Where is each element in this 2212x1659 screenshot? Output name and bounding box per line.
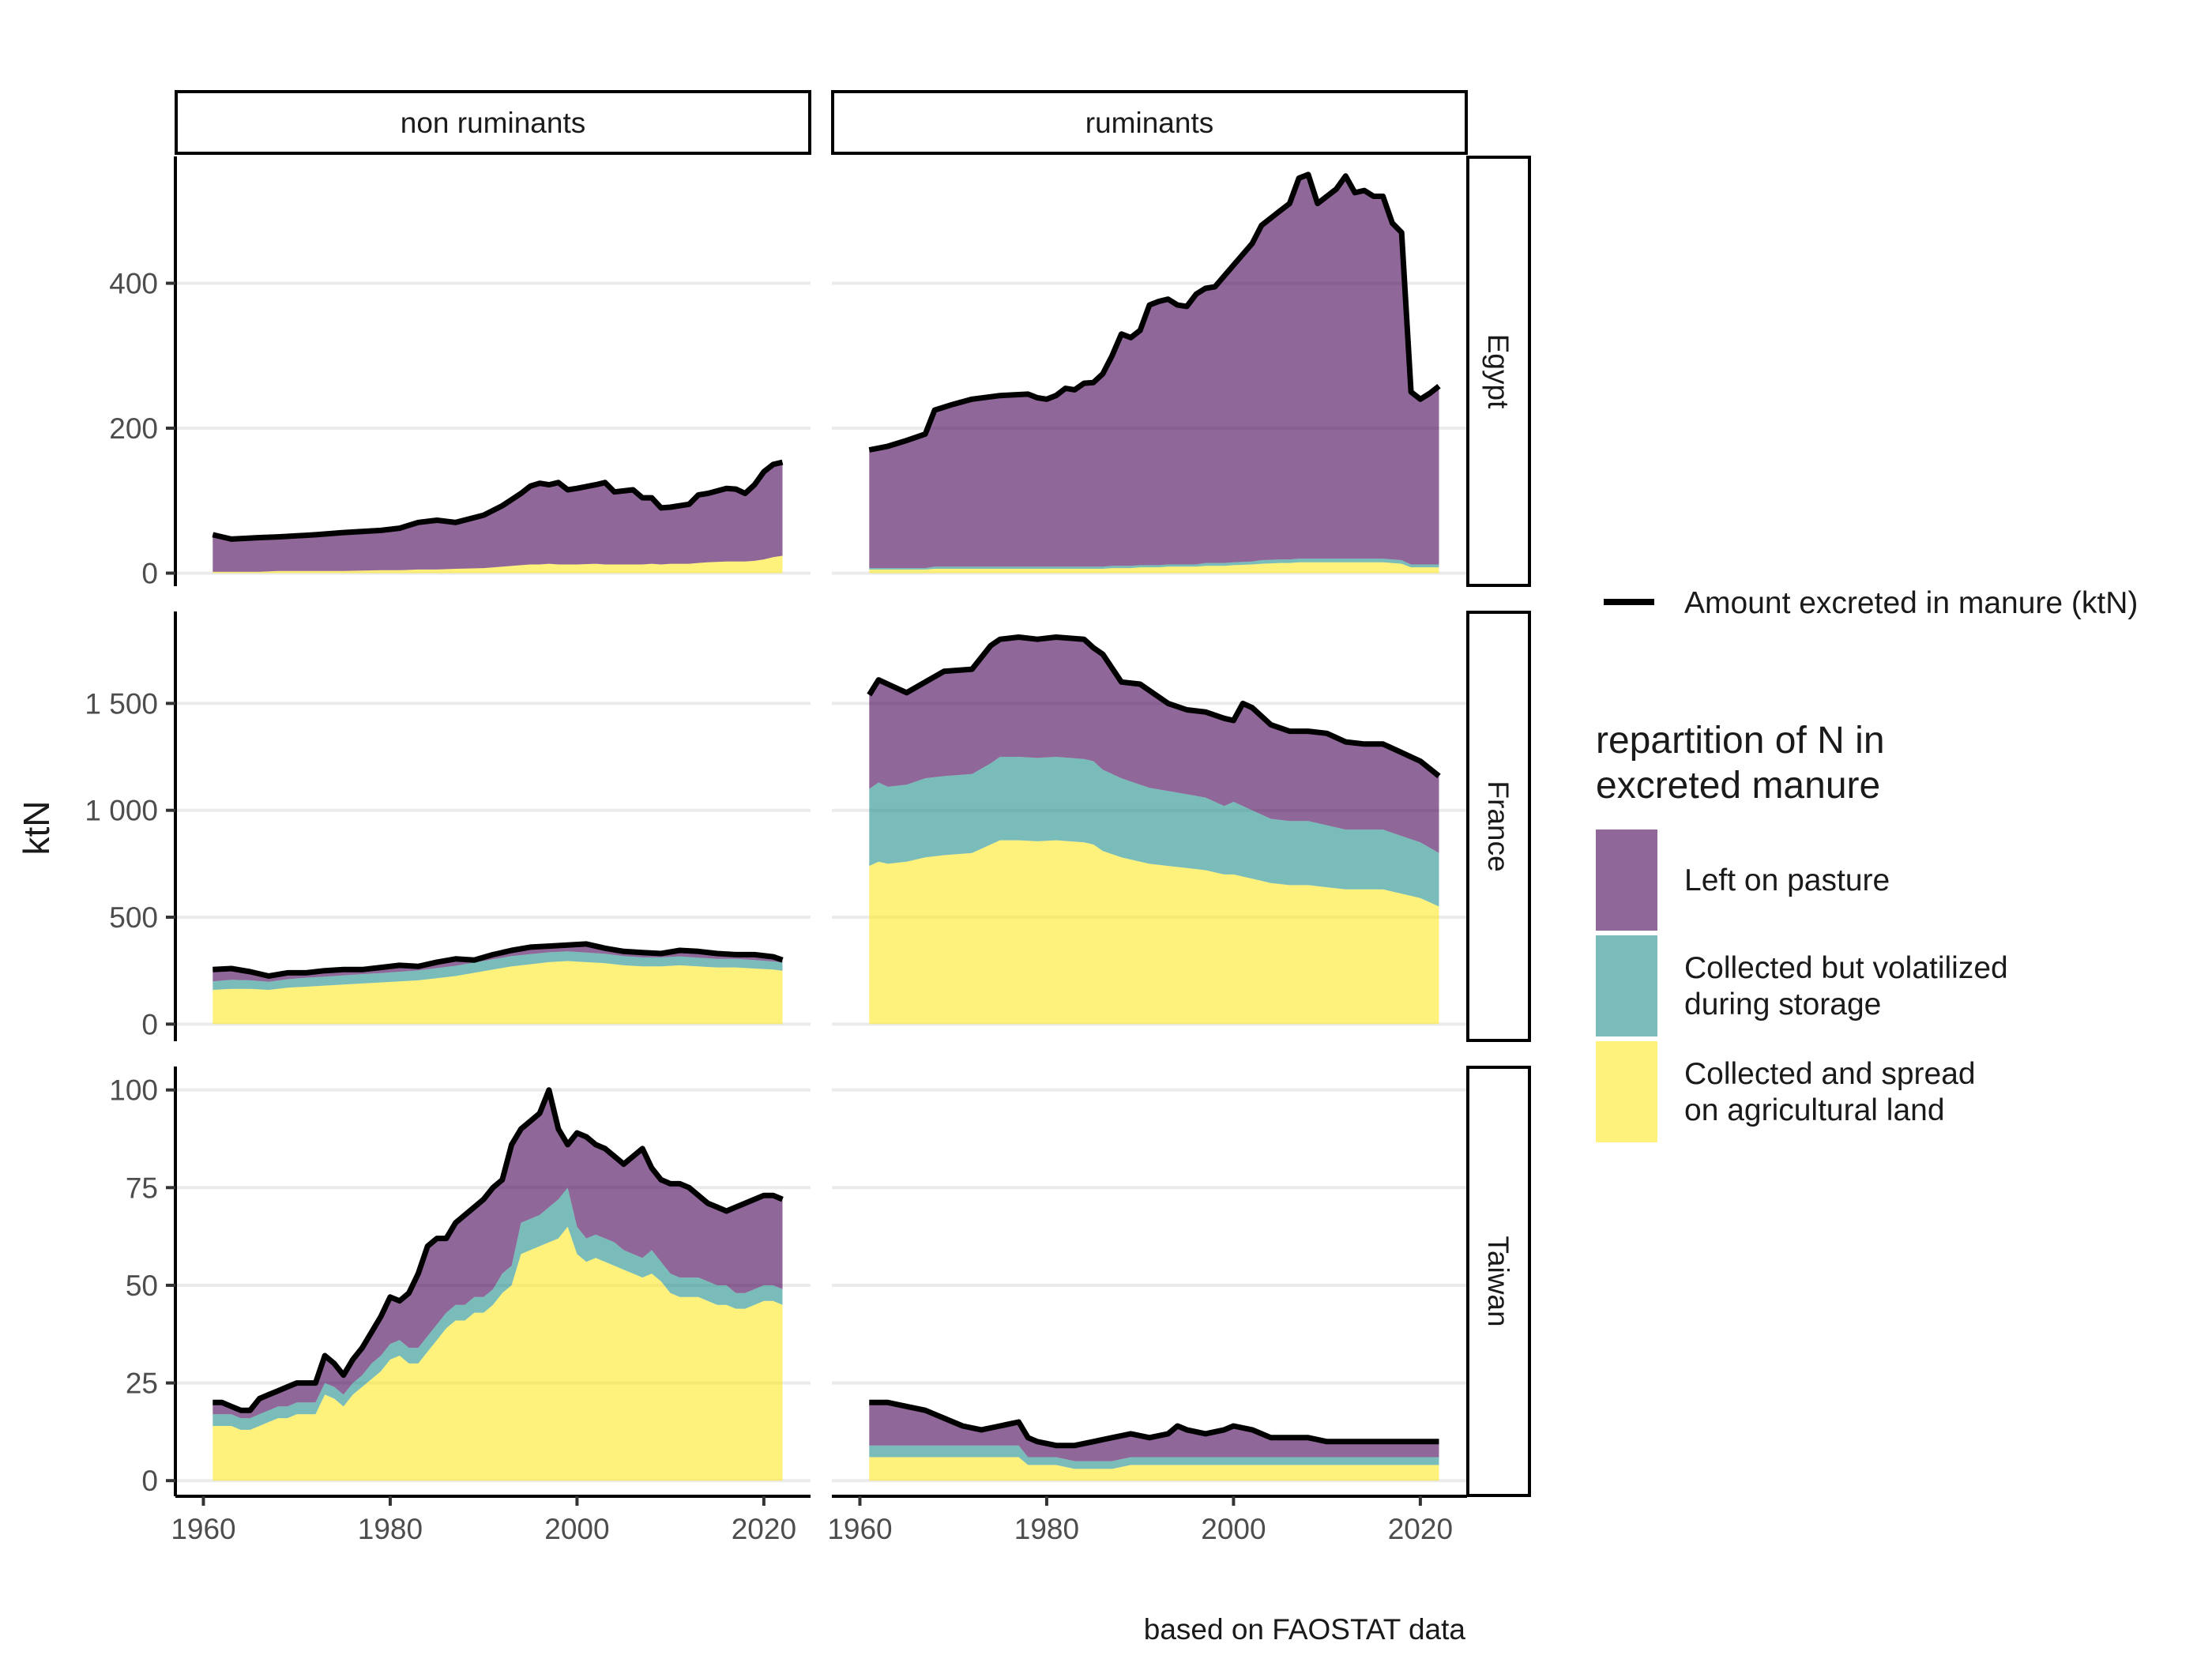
y-tick-label: 400	[109, 268, 158, 300]
panel-france-ruminants-area-pasture	[869, 637, 1439, 853]
strip-taiwan	[1466, 1066, 1531, 1497]
panel-egypt-ruminants-total-line	[868, 171, 1441, 453]
y-tick-label: 100	[109, 1074, 158, 1107]
x-tick-label: 1960	[827, 1513, 892, 1545]
panel-france-non-ruminants-area-spread	[213, 961, 783, 1025]
panel-taiwan-non-ruminants-area-spread	[213, 1226, 783, 1481]
legend-key-pasture	[1596, 830, 1657, 931]
strip-ruminants	[831, 90, 1468, 155]
legend-label-pasture: Left on pasture	[1684, 863, 1890, 897]
y-tick-label: 200	[109, 412, 158, 445]
strip-france	[1466, 611, 1531, 1042]
panel-egypt-non-ruminants	[175, 281, 811, 575]
y-tick-label: 0	[141, 1008, 158, 1040]
y-tick-label: 0	[141, 557, 158, 589]
x-tick-label: 2000	[544, 1513, 609, 1545]
panel-taiwan-non-ruminants-area-pasture	[213, 1089, 783, 1419]
panel-taiwan-non-ruminants-total-line	[213, 1087, 784, 1413]
panel-france-non-ruminants-area-volatilized	[213, 951, 783, 990]
y-tick-label: 50	[126, 1270, 158, 1302]
legend-title-line: excreted manure	[1596, 765, 1880, 807]
y-tick-label: 1 000	[85, 795, 158, 827]
legend-label-volatilized: during storage	[1684, 988, 1881, 1021]
strip-non-ruminants	[175, 90, 811, 155]
x-tick-label: 1960	[171, 1513, 235, 1545]
panel-france-non-ruminants	[175, 702, 811, 1026]
panel-taiwan-non-ruminants	[175, 1087, 811, 1483]
strip-label-ruminants: ruminants	[1085, 107, 1213, 139]
x-tick-label: 1980	[1014, 1513, 1079, 1545]
panel-france-ruminants-total-line	[867, 634, 1441, 779]
strip-label-france: France	[1482, 781, 1514, 871]
legend-line-label: Amount excreted in manure (ktN)	[1684, 586, 2138, 620]
panel-taiwan-ruminants-total-line	[869, 1399, 1439, 1449]
panel-france-ruminants-area-volatilized	[869, 757, 1439, 907]
panel-taiwan-ruminants	[832, 1088, 1467, 1483]
x-tick-label: 2020	[732, 1513, 796, 1545]
panel-taiwan-ruminants-area-spread	[869, 1457, 1439, 1481]
panel-france-ruminants	[832, 634, 1467, 1026]
legend-title-line: repartition of N in	[1596, 720, 1885, 762]
x-tick-label: 1980	[358, 1513, 423, 1545]
panel-france-non-ruminants-total-line	[213, 941, 784, 979]
legend-key-volatilized	[1596, 935, 1657, 1036]
caption: based on FAOSTAT data	[1144, 1613, 1466, 1646]
panel-egypt-non-ruminants-area-pasture	[213, 462, 783, 572]
legend-key-spread	[1596, 1041, 1657, 1142]
x-tick-label: 2000	[1201, 1513, 1266, 1545]
panel-egypt-ruminants-area-pasture	[869, 174, 1439, 569]
panel-egypt-ruminants-area-spread	[869, 562, 1439, 574]
y-tick-label: 0	[141, 1465, 158, 1497]
strip-label-non-ruminants: non ruminants	[401, 107, 585, 139]
legend-label-spread: on agricultural land	[1684, 1093, 1945, 1127]
panel-egypt-non-ruminants-total-line	[212, 459, 784, 542]
panel-france-ruminants-area-spread	[869, 840, 1439, 1025]
y-tick-label: 75	[126, 1172, 158, 1204]
y-tick-label: 1 500	[85, 687, 158, 720]
y-axis-title: ktN	[16, 801, 57, 856]
legend-label-spread: Collected and spread	[1684, 1057, 1976, 1091]
strip-label-egypt: Egypt	[1482, 334, 1514, 409]
panel-taiwan-ruminants-area-pasture	[869, 1402, 1439, 1462]
y-tick-label: 500	[109, 901, 158, 934]
panel-egypt-ruminants	[832, 171, 1467, 575]
panel-taiwan-ruminants-area-volatilized	[869, 1445, 1439, 1469]
strip-egypt	[1466, 156, 1531, 587]
x-tick-label: 2020	[1388, 1513, 1453, 1545]
y-tick-label: 25	[126, 1367, 158, 1400]
panel-egypt-non-ruminants-area-spread	[213, 555, 783, 574]
panel-egypt-ruminants-area-volatilized	[869, 559, 1439, 570]
legend-label-volatilized: Collected but volatilized	[1684, 951, 2008, 985]
strip-label-taiwan: Taiwan	[1482, 1236, 1514, 1326]
